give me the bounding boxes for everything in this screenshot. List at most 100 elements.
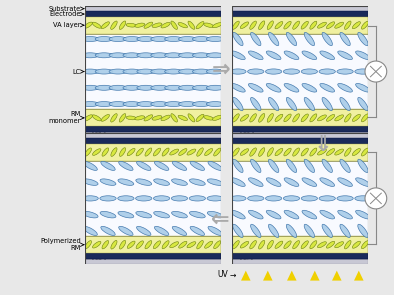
Ellipse shape — [322, 224, 333, 237]
Ellipse shape — [318, 242, 326, 248]
Ellipse shape — [119, 226, 133, 235]
Ellipse shape — [230, 69, 246, 74]
Ellipse shape — [240, 114, 249, 121]
Ellipse shape — [283, 69, 300, 74]
Ellipse shape — [338, 83, 352, 92]
Ellipse shape — [358, 224, 368, 237]
Ellipse shape — [320, 178, 335, 186]
Bar — [85, 34, 221, 109]
Text: ▲: ▲ — [263, 268, 273, 281]
Text: ▲: ▲ — [287, 268, 296, 281]
Ellipse shape — [207, 179, 223, 185]
Ellipse shape — [344, 21, 351, 30]
Bar — [232, 6, 368, 12]
Ellipse shape — [284, 178, 299, 186]
Ellipse shape — [111, 21, 117, 30]
Ellipse shape — [301, 114, 309, 122]
Ellipse shape — [95, 101, 113, 106]
Bar — [232, 160, 368, 236]
Ellipse shape — [193, 101, 210, 106]
Ellipse shape — [319, 69, 335, 74]
Ellipse shape — [302, 83, 317, 92]
Ellipse shape — [193, 53, 210, 58]
Ellipse shape — [230, 196, 246, 201]
Ellipse shape — [123, 37, 141, 42]
Ellipse shape — [193, 85, 210, 90]
Ellipse shape — [286, 97, 297, 111]
Ellipse shape — [266, 196, 282, 201]
Ellipse shape — [119, 161, 133, 171]
Bar — [232, 253, 368, 258]
Ellipse shape — [268, 224, 279, 237]
Ellipse shape — [153, 196, 170, 201]
Text: UV: UV — [217, 271, 228, 279]
Ellipse shape — [145, 241, 152, 249]
Ellipse shape — [251, 224, 261, 237]
Ellipse shape — [123, 85, 141, 90]
Ellipse shape — [151, 53, 169, 58]
Ellipse shape — [340, 224, 350, 237]
Ellipse shape — [361, 241, 368, 249]
Ellipse shape — [190, 161, 204, 171]
Ellipse shape — [275, 148, 283, 156]
Ellipse shape — [322, 159, 333, 173]
Ellipse shape — [268, 97, 279, 111]
Ellipse shape — [82, 196, 98, 201]
Ellipse shape — [190, 212, 205, 218]
Ellipse shape — [320, 210, 335, 219]
Circle shape — [365, 61, 387, 82]
Ellipse shape — [266, 69, 282, 74]
Ellipse shape — [161, 115, 170, 121]
Ellipse shape — [197, 148, 203, 156]
Ellipse shape — [232, 241, 239, 249]
Ellipse shape — [145, 148, 152, 156]
Ellipse shape — [101, 114, 110, 121]
Ellipse shape — [92, 22, 101, 28]
Ellipse shape — [301, 241, 309, 249]
Ellipse shape — [101, 161, 115, 171]
Ellipse shape — [356, 178, 370, 186]
Ellipse shape — [136, 179, 152, 185]
Ellipse shape — [230, 83, 245, 92]
Ellipse shape — [193, 69, 210, 74]
Ellipse shape — [135, 116, 145, 120]
Ellipse shape — [340, 97, 350, 111]
Ellipse shape — [293, 148, 299, 156]
Ellipse shape — [178, 37, 196, 42]
Ellipse shape — [126, 116, 136, 120]
Ellipse shape — [95, 85, 113, 90]
Ellipse shape — [109, 69, 127, 74]
Ellipse shape — [118, 179, 134, 185]
Ellipse shape — [101, 226, 115, 235]
Ellipse shape — [293, 114, 299, 122]
Ellipse shape — [119, 148, 126, 156]
Ellipse shape — [230, 178, 245, 186]
Ellipse shape — [301, 148, 309, 156]
Ellipse shape — [340, 159, 350, 173]
Ellipse shape — [206, 53, 224, 58]
Ellipse shape — [240, 22, 249, 29]
Ellipse shape — [326, 114, 335, 121]
Ellipse shape — [111, 240, 117, 249]
Ellipse shape — [100, 212, 116, 218]
Ellipse shape — [337, 196, 353, 201]
Ellipse shape — [284, 210, 299, 219]
Ellipse shape — [212, 115, 222, 120]
Ellipse shape — [275, 241, 283, 248]
Ellipse shape — [137, 53, 154, 58]
Ellipse shape — [109, 37, 127, 42]
Ellipse shape — [310, 114, 317, 122]
Bar — [85, 258, 221, 264]
Bar — [232, 258, 368, 264]
Ellipse shape — [204, 23, 214, 27]
Ellipse shape — [251, 32, 261, 46]
Ellipse shape — [95, 53, 113, 58]
Ellipse shape — [118, 212, 134, 218]
Ellipse shape — [196, 22, 204, 29]
Ellipse shape — [190, 226, 204, 235]
Ellipse shape — [85, 241, 91, 249]
Ellipse shape — [81, 53, 99, 58]
Ellipse shape — [302, 178, 317, 186]
Ellipse shape — [100, 196, 116, 201]
Ellipse shape — [318, 115, 326, 121]
